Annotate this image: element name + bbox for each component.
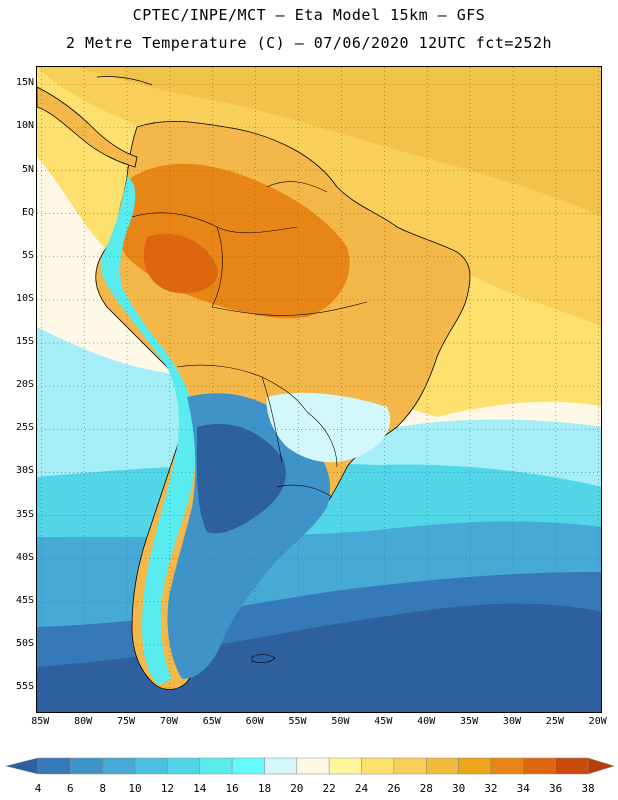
colorbar-swatch	[490, 757, 524, 775]
colorbar-tick-label: 24	[354, 782, 369, 795]
longitude-label: 65W	[202, 716, 221, 727]
latitude-label: 10N	[15, 120, 34, 132]
western-amazon-hottest	[143, 233, 218, 294]
colorbar-tick-label: 16	[225, 782, 239, 795]
colorbar-tick-label: 34	[516, 782, 530, 795]
temperature-colorbar	[5, 757, 615, 775]
colorbar-tick-label: 6	[67, 782, 74, 795]
longitude-label: 80W	[74, 716, 93, 727]
colorbar-swatch	[425, 757, 459, 775]
country-borders	[131, 181, 368, 498]
colorbar-swatch	[70, 757, 103, 775]
colorbar-swatch	[37, 757, 71, 775]
map-subtitle: 2 Metre Temperature (C) – 07/06/2020 12U…	[65, 34, 553, 52]
longitude-label: 70W	[159, 716, 178, 727]
temperature-map	[36, 66, 602, 713]
colorbar-tick-label: 4	[34, 782, 42, 795]
falkland-islands	[251, 654, 276, 663]
argentina-coldest-region	[196, 423, 286, 534]
colorbar-tick-label: 20	[290, 782, 304, 795]
colorbar-tick-label: 22	[322, 782, 336, 795]
colorbar-swatch	[264, 757, 298, 775]
colorbar-tick-label: 12	[160, 782, 175, 795]
colorbar-swatch	[134, 757, 168, 775]
latitude-label: 35S	[15, 508, 34, 520]
latitude-label: 15S	[15, 336, 34, 348]
colorbar-tick-label: 26	[387, 782, 401, 795]
colorbar-swatch	[102, 757, 136, 775]
ocean-band-29c	[37, 67, 601, 217]
colorbar-tick-label: 32	[484, 782, 498, 795]
colorbar-swatch	[231, 757, 265, 775]
colorbar-swatch	[328, 757, 362, 775]
latitude-label: 10S	[15, 292, 34, 304]
colorbar-tick-label: 30	[451, 782, 466, 795]
latitude-label: 30S	[15, 465, 34, 477]
southeast-brazil-mild-region	[266, 392, 391, 463]
longitude-label: 30W	[502, 716, 521, 727]
latitude-label: 55S	[15, 681, 34, 693]
map-title: CPTEC/INPE/MCT – Eta Model 15km – GFS	[132, 6, 486, 24]
andes-cold-strip	[100, 177, 197, 685]
colorbar-tick-label: 14	[193, 782, 207, 795]
longitude-label: 60W	[245, 716, 264, 727]
latitude-label: 50S	[15, 637, 34, 649]
colorbar-swatch	[361, 757, 395, 775]
colorbar-tick-label: 36	[549, 782, 563, 795]
latitude-label: 25S	[15, 422, 34, 434]
longitude-label: 85W	[31, 716, 50, 727]
colorbar-tick-label: 8	[99, 782, 107, 795]
longitude-label: 75W	[117, 716, 136, 727]
latitude-label: 40S	[15, 551, 34, 563]
colorbar-tick-label: 18	[257, 782, 272, 795]
caribbean-coastline	[96, 76, 153, 86]
colorbar-tick-label: 10	[128, 782, 142, 795]
longitude-label: 35W	[460, 716, 479, 727]
colorbar-high-arrow	[587, 757, 615, 775]
longitude-label: 20W	[588, 716, 607, 727]
colorbar-swatch	[393, 757, 427, 775]
colorbar-swatch	[199, 757, 233, 775]
latitude-label: 45S	[15, 594, 34, 606]
longitude-label: 25W	[545, 716, 564, 727]
colorbar-swatch	[555, 757, 589, 775]
central-america-landmass	[37, 86, 138, 168]
colorbar-low-arrow	[5, 757, 39, 775]
temperature-map-svg	[37, 67, 601, 712]
longitude-label: 50W	[331, 716, 350, 727]
latitude-label: 20S	[15, 379, 34, 391]
latitude-label: EQ	[21, 206, 34, 218]
colorbar-swatch	[523, 757, 556, 775]
latitude-label: 15N	[15, 77, 34, 89]
longitude-label: 45W	[374, 716, 393, 727]
colorbar-tick-label: 38	[581, 782, 595, 795]
colorbar-tick-label: 28	[419, 782, 433, 795]
longitude-label: 40W	[417, 716, 436, 727]
colorbar-swatch	[167, 757, 201, 775]
colorbar-swatch	[296, 757, 330, 775]
latitude-label: 5N	[21, 163, 34, 175]
longitude-label: 55W	[288, 716, 307, 727]
colorbar-swatch	[458, 757, 492, 775]
latitude-label: 5S	[21, 249, 34, 261]
